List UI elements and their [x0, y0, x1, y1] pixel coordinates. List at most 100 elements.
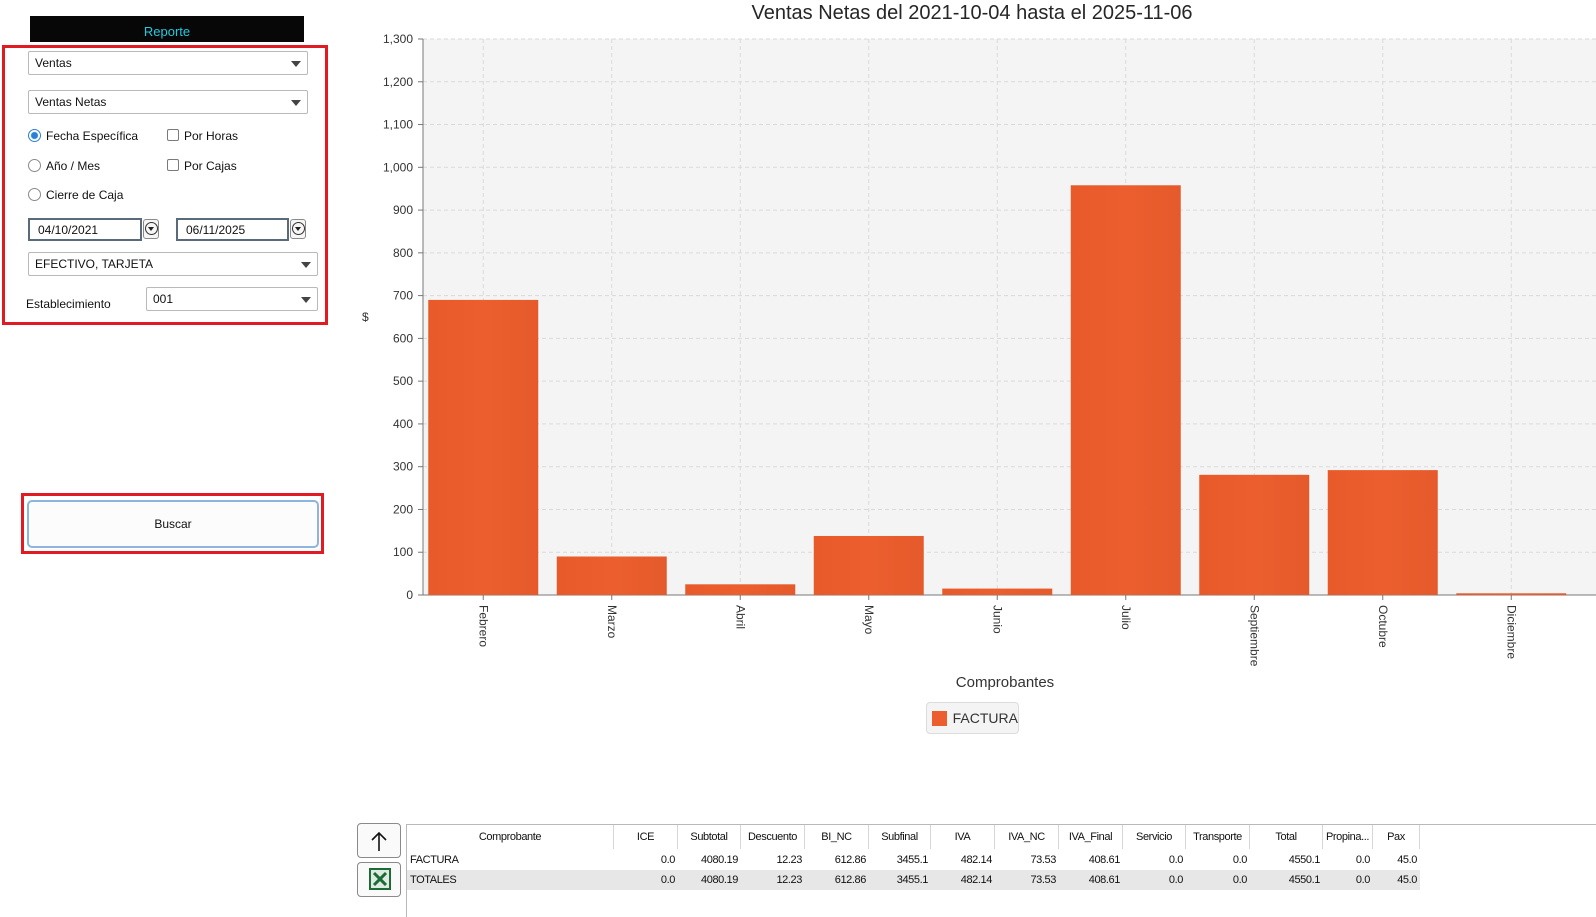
x-tick-label: Marzo [605, 605, 619, 639]
column-header[interactable]: IVA_Final [1059, 825, 1123, 849]
checkbox-por-horas[interactable] [167, 129, 179, 141]
establishment-select[interactable]: 001 [146, 287, 318, 311]
x-tick-label: Junio [990, 605, 1004, 634]
table-cell: 0.0 [660, 874, 675, 886]
x-tick-label: Julio [1119, 605, 1133, 630]
y-tick-label: 100 [393, 545, 413, 559]
table-cell: 45.0 [1397, 854, 1417, 866]
column-header[interactable]: Servicio [1123, 825, 1186, 849]
column-header[interactable]: Comprobante [407, 825, 614, 849]
table-cell: 0.0 [1168, 854, 1183, 866]
filter-highlight-box [2, 45, 328, 325]
table-cell: 612.86 [834, 854, 867, 866]
y-tick-label: 0 [406, 588, 413, 602]
column-header[interactable]: Subtotal [678, 825, 741, 849]
y-tick-label: 800 [393, 246, 413, 260]
report-subtype-select[interactable]: Ventas Netas [28, 90, 308, 114]
table-cell: 408.61 [1088, 854, 1121, 866]
bar-diciembre [1456, 593, 1567, 595]
date-from-value: 04/10/2021 [38, 222, 99, 237]
y-tick-label: 600 [393, 331, 413, 345]
search-button-label: Buscar [154, 517, 192, 531]
table-cell: 0.0 [1355, 854, 1370, 866]
table-cell: 0.0 [1232, 874, 1247, 886]
date-from-input[interactable]: 04/10/2021 [28, 218, 142, 241]
y-axis-label: $ [362, 310, 369, 324]
legend-swatch-factura [932, 710, 947, 726]
export-excel-button[interactable] [357, 862, 401, 897]
column-header[interactable]: ICE [614, 825, 678, 849]
column-header[interactable]: Descuento [741, 825, 805, 849]
arrow-up-icon [371, 831, 387, 851]
scroll-up-button[interactable] [357, 823, 401, 858]
column-header[interactable]: IVA_NC [995, 825, 1059, 849]
bar-abril [685, 584, 796, 595]
table-cell: 408.61 [1088, 874, 1121, 886]
table-cell: 12.23 [776, 854, 802, 866]
x-tick-label: Octubre [1376, 605, 1390, 648]
table-cell: 45.0 [1397, 874, 1417, 886]
table-cell: TOTALES [410, 874, 457, 886]
table-cell: 12.23 [776, 874, 802, 886]
y-tick-label: 1,200 [383, 75, 413, 89]
y-tick-label: 1,000 [383, 160, 413, 174]
column-header[interactable]: Transporte [1186, 825, 1250, 849]
date-to-picker-button[interactable] [290, 219, 306, 239]
radio-ano-mes-label: Año / Mes [46, 159, 101, 173]
bar-junio [942, 588, 1053, 595]
radio-cierre-de-caja-label: Cierre de Caja [46, 188, 124, 202]
report-type-value: Ventas [35, 56, 72, 70]
report-subtype-value: Ventas Netas [35, 95, 107, 109]
date-to-value: 06/11/2025 [186, 222, 246, 237]
y-tick-label: 700 [393, 289, 413, 303]
chevron-down-icon [301, 297, 311, 303]
payment-methods-value: EFECTIVO, TARJETA [35, 257, 154, 271]
table-cell: 0.0 [1232, 854, 1247, 866]
table-cell: 4550.1 [1288, 854, 1321, 866]
report-type-select[interactable]: Ventas [28, 51, 308, 75]
x-tick-label: Septiembre [1247, 605, 1261, 667]
column-header[interactable]: Total [1250, 825, 1323, 849]
table-cell: 612.86 [834, 874, 867, 886]
column-header[interactable]: IVA [931, 825, 995, 849]
table-row[interactable]: FACTURA 0.0 4080.19 12.23 612.86 3455.1 482.14… [407, 850, 1420, 870]
bar-julio [1070, 185, 1181, 596]
checkbox-por-cajas[interactable] [167, 159, 179, 171]
column-header[interactable]: BI_NC [805, 825, 869, 849]
search-button[interactable]: Buscar [27, 500, 319, 548]
date-from-picker-button[interactable] [143, 219, 159, 239]
table-cell: 73.53 [1030, 854, 1056, 866]
date-to-input[interactable]: 06/11/2025 [176, 218, 289, 241]
excel-icon [369, 868, 391, 890]
bar-mayo [813, 535, 924, 595]
radio-cierre-de-caja[interactable] [28, 188, 41, 201]
y-tick-label: 200 [393, 502, 413, 516]
radio-fecha-especifica[interactable] [28, 129, 41, 142]
table-row[interactable]: TOTALES 0.0 4080.19 12.23 612.86 3455.1 482.14… [407, 870, 1420, 890]
x-tick-label: Mayo [862, 605, 876, 635]
bar-chart: 0 100 200 300 400 500 600 700 800 900 1,000 1,100 1,… [383, 32, 1596, 667]
column-header[interactable]: Propina... [1323, 825, 1373, 849]
y-tick-label: 500 [393, 374, 413, 388]
summary-table[interactable]: Comprobante ICE Subtotal Descuento BI_NC Subf… [406, 824, 1596, 917]
payment-methods-select[interactable]: EFECTIVO, TARJETA [28, 252, 318, 276]
chart-title: Ventas Netas del 2021-10-04 hasta el 202… [751, 2, 1193, 24]
table-cell: 482.14 [960, 874, 993, 886]
table-cell: 0.0 [1355, 874, 1370, 886]
column-header[interactable]: Subfinal [869, 825, 931, 849]
bar-febrero [428, 299, 539, 595]
calendar-dropdown-icon [292, 222, 305, 235]
bar-octubre [1327, 470, 1438, 595]
table-cell: 0.0 [1168, 874, 1183, 886]
bar-marzo [556, 556, 667, 595]
column-header[interactable]: Pax [1373, 825, 1420, 849]
chart-legend: FACTURA [926, 702, 1019, 734]
y-tick-label: 1,100 [383, 118, 413, 132]
y-tick-label: 1,300 [383, 32, 413, 46]
radio-ano-mes[interactable] [28, 159, 41, 172]
checkbox-por-cajas-label: Por Cajas [184, 159, 237, 173]
radio-fecha-especifica-label: Fecha Específica [46, 129, 139, 143]
tab-reporte[interactable]: Reporte [30, 16, 304, 42]
table-cell: 4080.19 [701, 874, 738, 886]
table-cell: 3455.1 [896, 854, 929, 866]
